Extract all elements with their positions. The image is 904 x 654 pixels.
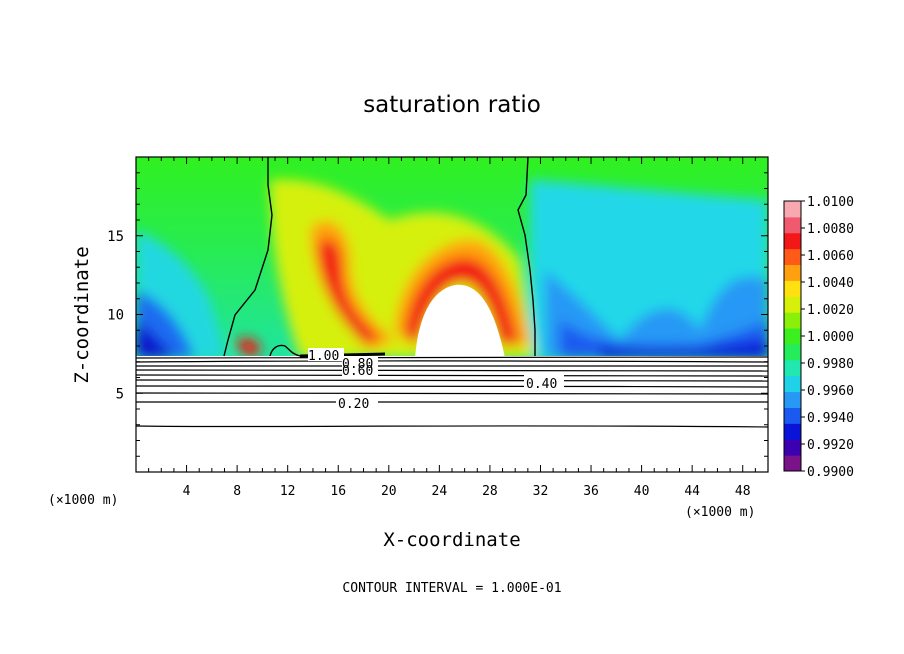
x-tick-label: 16 [330, 484, 346, 499]
x-tick-label: 28 [482, 484, 498, 499]
x-tick-label: 20 [381, 484, 397, 499]
colorbar-swatch [784, 439, 801, 456]
y-axis-label: Z-coordinate [71, 246, 93, 383]
contour-line-left [223, 157, 273, 357]
colorbar-label: 0.9920 [807, 438, 854, 453]
colorbar-swatch [784, 312, 801, 329]
x-axis-label: X-coordinate [383, 529, 520, 551]
colorbar-swatch [784, 359, 801, 377]
colorbar-label: 0.9980 [807, 357, 854, 372]
x-tick-label: 24 [432, 484, 448, 499]
x-unit-left: (×1000 m) [48, 493, 118, 508]
colorbar-swatch [784, 232, 801, 250]
x-tick-label: 48 [735, 484, 751, 499]
colorbar: 1.0100 1.0080 1.0060 1.0040 1.0020 1.0000 0.99… [783, 195, 854, 480]
colorbar-swatch [784, 296, 801, 313]
x-tick-label: 40 [634, 484, 650, 499]
colorbar-swatch [784, 407, 801, 424]
colorbar-swatch [784, 248, 801, 266]
x-tick-label: 8 [233, 484, 241, 499]
chart-title: saturation ratio [363, 92, 541, 118]
contour-label-3: 0.60 [342, 364, 373, 379]
y-tick-label: 5 [116, 386, 124, 402]
colorbar-label: 0.9940 [807, 411, 854, 426]
contour-line-right [517, 157, 536, 356]
contour-bump [269, 344, 301, 357]
colorbar-swatch [784, 375, 801, 393]
colorbar-label: 1.0100 [807, 195, 854, 210]
contour-interval: CONTOUR INTERVAL = 1.000E-01 [342, 581, 561, 596]
x-axis: 4 8 12 16 20 24 28 32 36 40 44 48 [148, 157, 756, 499]
contour-label-4: 0.40 [526, 377, 557, 392]
colorbar-swatch [784, 455, 801, 472]
colorbar-swatch [784, 264, 801, 281]
colorbar-label: 0.9960 [807, 384, 854, 399]
colorbar-swatch [784, 343, 801, 361]
colorbar-label: 1.0040 [807, 276, 854, 291]
colorbar-label: 1.0080 [807, 222, 854, 237]
x-tick-label: 44 [684, 484, 700, 499]
colorbar-swatch [784, 328, 801, 345]
y-tick-label: 10 [107, 308, 124, 324]
colorbar-swatch [784, 391, 801, 408]
y-axis: 5 10 15 [107, 172, 768, 457]
colorbar-label: 1.0020 [807, 303, 854, 318]
x-tick-label: 12 [280, 484, 296, 499]
colorbar-label: 1.0060 [807, 249, 854, 264]
contour-label-1: 1.00 [308, 349, 339, 364]
x-tick-label: 32 [533, 484, 549, 499]
x-unit-right: (×1000 m) [685, 505, 755, 520]
x-tick-label: 4 [183, 484, 191, 499]
contour-label-2: 0.80 [342, 357, 373, 372]
contour-labels: 1.00 0.80 0.60 0.40 0.20 [308, 348, 564, 412]
x-tick-label: 36 [583, 484, 599, 499]
colorbar-label: 1.0000 [807, 330, 854, 345]
colorbar-swatch [784, 216, 801, 234]
plot-area [136, 157, 768, 472]
contour-label-5: 0.20 [338, 397, 369, 412]
colorbar-label: 0.9900 [807, 465, 854, 480]
colorbar-swatch [784, 201, 801, 218]
colorbar-swatch [784, 423, 801, 440]
y-tick-label: 15 [107, 229, 124, 245]
colorbar-swatch [784, 280, 801, 297]
